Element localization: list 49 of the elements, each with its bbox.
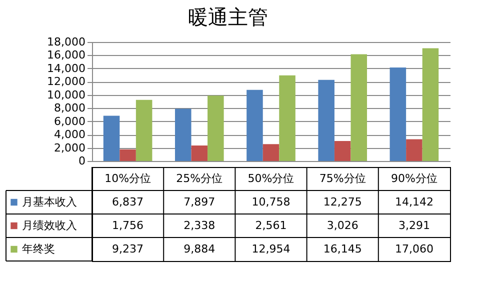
bar bbox=[390, 68, 406, 161]
data-label: 16,145 bbox=[323, 242, 362, 256]
data-label: 17,060 bbox=[394, 242, 434, 256]
data-label: 14,142 bbox=[394, 195, 434, 208]
bar bbox=[174, 108, 192, 161]
y-tick-label: 8,000 bbox=[54, 102, 86, 115]
x-tick-label: 10%分位 bbox=[104, 172, 152, 185]
y-tick-label: 18,000 bbox=[47, 36, 86, 48]
y-tick-label: 10,000 bbox=[47, 88, 86, 102]
data-label: 7,897 bbox=[184, 195, 216, 208]
bar bbox=[262, 144, 280, 161]
y-tick-label: 14,000 bbox=[47, 62, 86, 75]
bar bbox=[136, 100, 152, 161]
chart-title: 暖通主管 bbox=[188, 5, 268, 29]
x-tick-label: 50%分位 bbox=[248, 172, 294, 185]
legend-label: 年终奖 bbox=[22, 242, 55, 256]
bar bbox=[350, 54, 368, 161]
bar bbox=[422, 48, 439, 161]
data-label: 10,758 bbox=[252, 195, 290, 208]
bar bbox=[406, 139, 422, 161]
x-tick-label: 90%分位 bbox=[390, 172, 438, 185]
data-label: 3,291 bbox=[398, 218, 430, 232]
bar bbox=[246, 90, 263, 161]
bar bbox=[191, 146, 208, 161]
y-tick-label: 0 bbox=[78, 154, 86, 168]
y-tick-label: 6,000 bbox=[54, 114, 86, 128]
data-label: 9,884 bbox=[184, 242, 216, 256]
data-label: 6,837 bbox=[112, 195, 144, 208]
bar bbox=[334, 140, 351, 161]
legend-label: 月绩效收入 bbox=[22, 218, 77, 232]
bar bbox=[103, 116, 120, 161]
data-label: 1,756 bbox=[112, 218, 144, 232]
y-tick-label: 12,000 bbox=[47, 75, 86, 88]
y-tick-label: 16,000 bbox=[47, 48, 86, 62]
data-label: 3,026 bbox=[326, 218, 358, 232]
data-label: 12,954 bbox=[252, 242, 290, 256]
data-label: 2,338 bbox=[184, 218, 216, 232]
x-tick-label: 25%分位 bbox=[176, 172, 223, 185]
bar bbox=[120, 149, 136, 161]
y-tick-label: 2,000 bbox=[54, 141, 86, 154]
bar bbox=[208, 96, 224, 161]
data-label: 12,275 bbox=[323, 195, 362, 208]
x-tick-label: 75%分位 bbox=[319, 172, 366, 185]
bar bbox=[318, 80, 334, 161]
y-tick-label: 4,000 bbox=[54, 128, 86, 142]
bar bbox=[279, 75, 296, 161]
data-label: 9,237 bbox=[112, 242, 144, 256]
legend-label: 月基本收入 bbox=[22, 195, 77, 208]
data-label: 2,561 bbox=[255, 218, 287, 232]
